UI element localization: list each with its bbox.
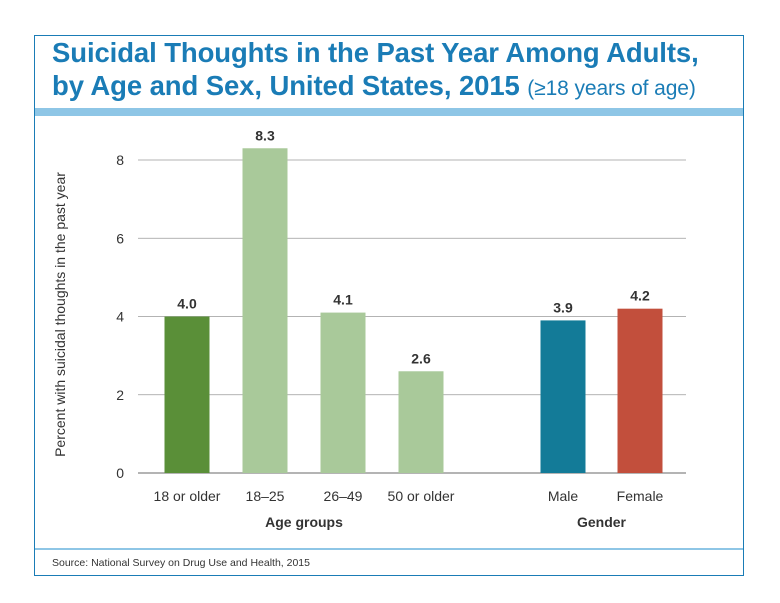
- title-line-2: by Age and Sex, United States, 2015 (≥18…: [52, 69, 742, 105]
- data-label: 8.3: [255, 127, 275, 143]
- y-tick-label: 2: [116, 387, 124, 403]
- bar: [540, 320, 586, 473]
- bar: [398, 371, 444, 473]
- title-line-1: Suicidal Thoughts in the Past Year Among…: [52, 37, 699, 68]
- x-tick-label: Male: [548, 488, 579, 504]
- data-label: 2.6: [411, 350, 431, 366]
- title-main: by Age and Sex, United States, 2015: [52, 70, 520, 101]
- source-divider: [35, 548, 743, 550]
- x-tick-label: 18 or older: [154, 488, 221, 504]
- bar: [242, 148, 288, 473]
- y-tick-label: 8: [116, 152, 124, 168]
- source-note: Source: National Survey on Drug Use and …: [52, 557, 310, 569]
- title-divider: [35, 108, 743, 116]
- group-label: Gender: [577, 514, 627, 530]
- bar: [320, 312, 366, 473]
- data-label: 4.2: [630, 288, 650, 304]
- y-tick-label: 4: [116, 309, 124, 325]
- data-label: 4.0: [177, 296, 197, 312]
- y-tick-label: 6: [116, 230, 124, 246]
- chart-title: Suicidal Thoughts in the Past Year Among…: [52, 36, 742, 105]
- data-label: 4.1: [333, 292, 353, 308]
- x-tick-label: 18–25: [246, 488, 285, 504]
- x-tick-label: 26–49: [324, 488, 363, 504]
- x-tick-label: Female: [617, 488, 664, 504]
- bar: [617, 308, 663, 473]
- title-suffix: (≥18 years of age): [527, 77, 696, 100]
- chart-frame: [34, 35, 744, 576]
- group-label: Age groups: [265, 514, 343, 530]
- x-tick-label: 50 or older: [388, 488, 455, 504]
- y-tick-label: 0: [116, 465, 124, 481]
- data-label: 3.9: [553, 299, 573, 315]
- bar: [164, 316, 210, 473]
- y-axis-label: Percent with suicidal thoughts in the pa…: [52, 172, 68, 457]
